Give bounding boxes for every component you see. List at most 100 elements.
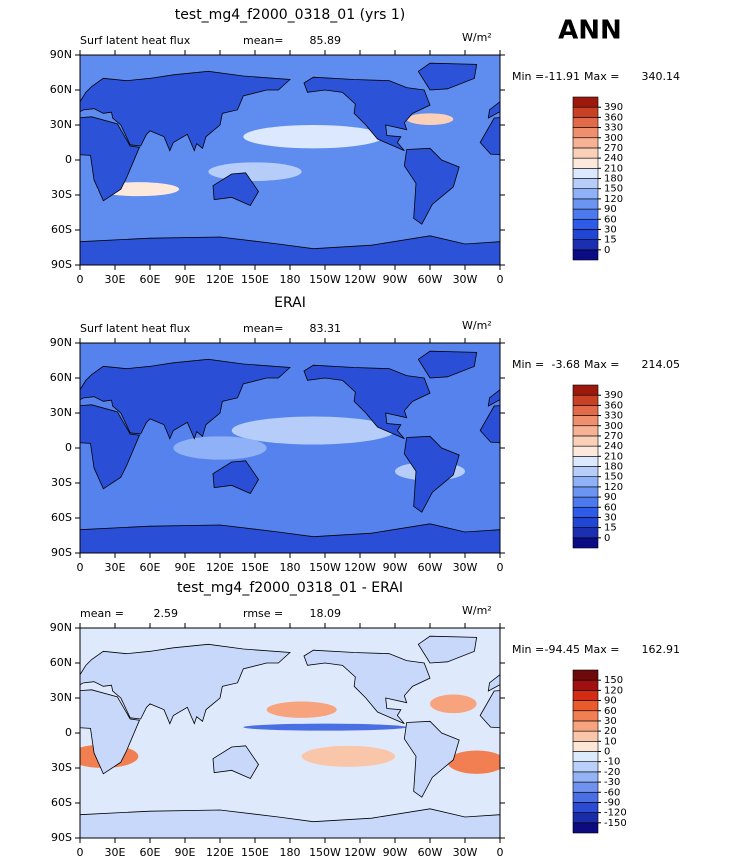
max-value: 340.14 — [642, 70, 681, 83]
colorbar-box — [572, 802, 599, 813]
variable-label: Surf latent heat flux — [80, 322, 191, 335]
field-patch — [243, 125, 384, 149]
continent — [487, 673, 500, 692]
field-patch — [430, 694, 477, 714]
colorbar-box — [572, 466, 599, 477]
x-tick-label: 0 — [497, 561, 504, 574]
x-tick-label: 180 — [280, 561, 301, 574]
continent — [417, 350, 478, 379]
stat-label: mean= — [243, 34, 283, 47]
x-tick-label: 30E — [105, 561, 126, 574]
x-tick-label: 180 — [280, 846, 301, 859]
colorbar-label: 15 — [604, 235, 617, 246]
colorbar-box — [572, 761, 599, 773]
continent — [479, 405, 500, 444]
max-label: Max = — [584, 358, 619, 371]
colorbar-label: 120 — [604, 482, 623, 493]
colorbar-box — [572, 147, 599, 159]
continent — [487, 388, 500, 407]
field-patch — [266, 701, 337, 718]
colorbar-label: -60 — [604, 787, 620, 798]
min-label: Min = — [512, 70, 544, 83]
continent — [212, 745, 259, 780]
colorbar-label: 90 — [604, 696, 617, 707]
colorbar-box — [572, 394, 599, 406]
continent — [80, 404, 141, 490]
field-patch — [208, 162, 302, 182]
colorbar-box — [572, 812, 599, 824]
colorbar-box — [572, 791, 599, 803]
colorbar-label: 240 — [604, 153, 623, 164]
colorbar-box — [572, 218, 599, 230]
x-tick-label: 90W — [383, 273, 408, 286]
continent — [80, 523, 500, 553]
continent — [80, 116, 141, 202]
y-tick-label: 30S — [51, 761, 72, 774]
max-value: 162.91 — [642, 643, 681, 656]
continent — [403, 435, 460, 513]
continent — [724, 77, 732, 151]
y-tick-label: 90N — [50, 48, 72, 61]
colorbar-label: 330 — [604, 123, 623, 134]
y-tick-label: 30N — [50, 406, 72, 419]
y-tick-label: 90S — [51, 546, 72, 559]
x-tick-label: 90W — [383, 561, 408, 574]
x-tick-label: 0 — [77, 561, 84, 574]
colorbar-label: 150 — [604, 675, 623, 686]
x-tick-label: 0 — [77, 273, 84, 286]
stat-value: 85.89 — [310, 34, 342, 47]
y-tick-label: 30N — [50, 691, 72, 704]
units: W/m² — [462, 31, 492, 44]
field-patch — [406, 113, 454, 125]
colorbar-label: 300 — [604, 421, 623, 432]
colorbar-box — [572, 249, 599, 261]
colorbar-label: 30 — [604, 224, 617, 235]
colorbar-label: 360 — [604, 400, 623, 411]
colorbar-box — [572, 537, 599, 549]
colorbar-box — [572, 741, 599, 752]
field-patch — [447, 750, 500, 774]
colorbar-label: 210 — [604, 451, 623, 462]
stat-label: mean= — [243, 322, 283, 335]
continent — [403, 720, 460, 798]
y-tick-label: 90N — [50, 336, 72, 349]
colorbar-box — [572, 771, 599, 783]
continent — [80, 235, 500, 265]
colorbar-box — [572, 669, 599, 681]
colorbar-box — [572, 730, 599, 742]
continent — [724, 650, 732, 724]
variable-label: Surf latent heat flux — [80, 34, 191, 47]
colorbar-label: 0 — [604, 747, 610, 758]
units: W/m² — [462, 319, 492, 332]
continent — [403, 147, 460, 225]
colorbar-label: 210 — [604, 163, 623, 174]
colorbar-box — [572, 178, 599, 189]
colorbar-box — [572, 137, 599, 149]
stat-value: 18.09 — [310, 607, 342, 620]
colorbar-label: 0 — [604, 533, 610, 544]
continent — [80, 689, 141, 775]
panel-title: test_mg4_f2000_0318_01 - ERAI — [177, 580, 403, 596]
colorbar-box — [572, 720, 599, 732]
colorbar-box — [572, 517, 599, 528]
colorbar-box — [572, 117, 599, 128]
x-tick-label: 150E — [241, 561, 269, 574]
colorbar-box — [572, 229, 599, 240]
colorbar-box — [572, 751, 599, 762]
colorbar-box — [572, 456, 599, 467]
colorbar-label: 90 — [604, 492, 617, 503]
min-value: -11.91 — [545, 70, 580, 83]
colorbar-box — [572, 384, 599, 396]
colorbar-label: 360 — [604, 112, 623, 123]
x-tick-label: 90E — [175, 846, 196, 859]
colorbar-label: 60 — [604, 706, 617, 717]
y-tick-label: 30S — [51, 476, 72, 489]
stat-value: 2.59 — [154, 607, 179, 620]
colorbar-label: 60 — [604, 502, 617, 513]
y-tick-label: 90S — [51, 258, 72, 271]
field-patch — [231, 416, 395, 445]
colorbar-box — [572, 127, 599, 139]
colorbar-label: 390 — [604, 390, 623, 401]
x-tick-label: 60W — [418, 846, 443, 859]
colorbar-label: 120 — [604, 685, 623, 696]
